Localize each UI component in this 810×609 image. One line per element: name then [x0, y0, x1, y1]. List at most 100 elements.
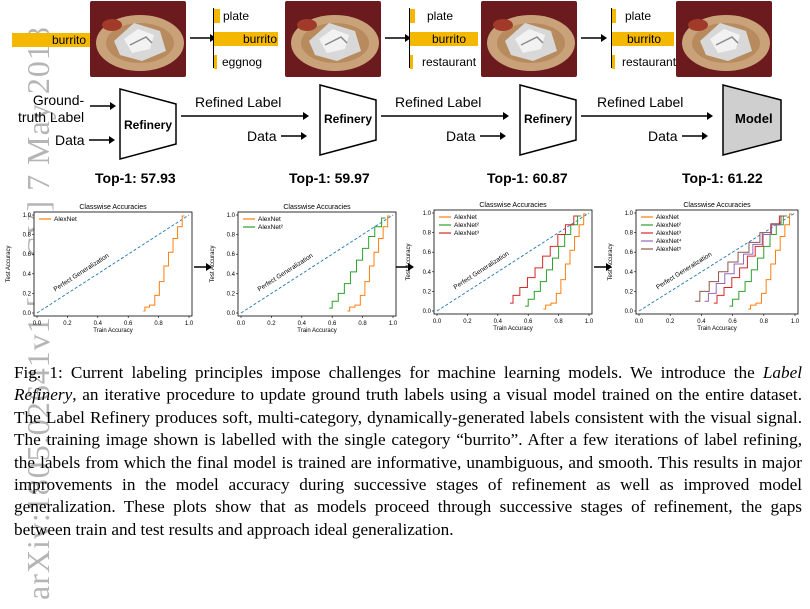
label-eggnog: eggnog — [222, 55, 263, 69]
y-tick-label: 0.4 — [423, 270, 432, 276]
series-line — [695, 215, 786, 302]
label-bar-burrito — [612, 32, 674, 46]
x-tick-label: 0.8 — [358, 321, 367, 327]
y-tick-label: 0.4 — [23, 272, 32, 278]
x-tick-label: 0.6 — [328, 321, 337, 327]
classwise-accuracy-chart: Classwise Accuracies 0.0 0.2 0.4 0.6 0.8 1.0 0.… — [210, 204, 398, 334]
data-label: Data — [446, 128, 476, 144]
chart-title: Classwise Accuracies — [79, 204, 147, 211]
arrow-right-icon — [682, 132, 708, 140]
burrito-photo — [285, 1, 381, 77]
label-bar-burrito — [214, 32, 278, 46]
x-tick-label: 0.0 — [635, 319, 644, 325]
y-tick-label: 0.4 — [227, 272, 236, 278]
label-bar-restaurant — [410, 55, 413, 69]
label-bar-burrito — [12, 33, 94, 47]
refined-label-text: Refined Label — [195, 94, 282, 110]
legend-entry: AlexNet⁴ — [656, 238, 682, 245]
y-axis-label: Test Accuracy — [6, 245, 12, 282]
y-tick-label: 1.0 — [423, 211, 432, 217]
label-bar-burrito — [410, 32, 478, 46]
top1-score: Top-1: 61.22 — [682, 170, 763, 186]
burrito-photo — [676, 1, 772, 77]
model-label: Model — [735, 111, 773, 126]
y-tick-label: 0.4 — [625, 270, 634, 276]
label-axis — [611, 8, 612, 68]
perfect-generalization-line — [436, 212, 590, 312]
x-tick-label: 0.0 — [237, 321, 246, 327]
ground-truth-label: Ground- truth Label — [18, 92, 85, 125]
y-tick-label: 0.0 — [23, 311, 32, 317]
legend-entry: AlexNet² — [454, 222, 480, 229]
x-tick-label: 0.2 — [63, 321, 72, 327]
data-label: Data — [247, 128, 277, 144]
arrow-right-icon — [181, 112, 309, 120]
y-tick-label: 0.8 — [423, 231, 432, 237]
x-tick-label: 0.2 — [666, 319, 675, 325]
arrow-right-icon — [194, 263, 212, 271]
label-plate: plate — [625, 9, 652, 23]
series-line — [329, 217, 386, 309]
y-tick-label: 0.6 — [227, 252, 236, 258]
label-axis — [213, 8, 214, 68]
refinery-label: Refinery — [124, 118, 173, 132]
series-line — [704, 215, 786, 302]
legend-entry: AlexNet — [656, 214, 679, 221]
series-line — [509, 215, 579, 304]
y-tick-label: 0.0 — [227, 311, 236, 317]
classwise-accuracy-chart: Classwise Accuracies 0.0 0.2 0.4 0.6 0.8 1.0 0.… — [608, 202, 800, 332]
caption-rest: , an iterative procedure to update groun… — [14, 385, 802, 539]
x-tick-label: 1.0 — [389, 321, 398, 327]
arrow-right-icon — [89, 136, 115, 144]
x-axis-label: Train Accuracy — [297, 328, 336, 334]
y-tick-label: 1.0 — [625, 211, 634, 217]
perfect-generalization-line — [240, 214, 394, 314]
series-line — [543, 213, 586, 310]
label-restaurant: restaurant — [422, 55, 477, 69]
label-bar-plate — [410, 9, 415, 23]
x-tick-label: 0.4 — [494, 319, 503, 325]
refined-label-text: Refined Label — [395, 94, 482, 110]
series-line — [525, 215, 582, 307]
x-tick-label: 0.6 — [524, 319, 533, 325]
y-tick-label: 1.0 — [227, 213, 236, 219]
data-label: Data — [55, 132, 85, 148]
label-plate: plate — [427, 9, 454, 23]
perfect-generalization-line — [638, 212, 796, 312]
caption-prefix: Fig. 1: Current labeling principles impo… — [14, 363, 763, 382]
x-tick-label: 0.6 — [728, 319, 737, 325]
burrito-photo — [481, 1, 577, 77]
legend-entry: AlexNet — [54, 216, 77, 223]
arrow-right-icon — [581, 112, 713, 120]
y-tick-label: 0.6 — [23, 252, 32, 258]
data-label: Data — [648, 128, 678, 144]
x-tick-label: 0.8 — [554, 319, 563, 325]
refinery-block — [119, 88, 177, 160]
model-block — [722, 84, 782, 156]
arrow-right-icon — [381, 112, 509, 120]
y-tick-label: 0.8 — [227, 233, 236, 239]
legend-entry: AlexNet — [258, 216, 281, 223]
classwise-accuracy-chart: Classwise Accuracies 0.0 0.2 0.4 0.6 0.8 1.0 0.… — [406, 202, 594, 332]
label-bar-eggnog — [214, 55, 217, 69]
x-tick-label: 0.0 — [33, 321, 42, 327]
top1-score: Top-1: 59.97 — [289, 170, 370, 186]
label-plate: plate — [223, 9, 250, 23]
x-axis-label: Train Accuracy — [697, 326, 736, 332]
x-tick-label: 1.0 — [585, 319, 594, 325]
x-tick-label: 0.8 — [154, 321, 163, 327]
top1-score: Top-1: 57.93 — [95, 170, 176, 186]
arrow-right-icon — [90, 102, 116, 110]
y-axis-label: Test Accuracy — [210, 245, 216, 282]
burrito-photo — [90, 1, 186, 77]
x-tick-label: 0.2 — [463, 319, 472, 325]
y-tick-label: 1.0 — [23, 213, 32, 219]
series-line — [143, 215, 185, 312]
figure-caption: Fig. 1: Current labeling principles impo… — [14, 362, 802, 541]
y-tick-label: 0.8 — [23, 233, 32, 239]
x-tick-label: 0.2 — [267, 321, 276, 327]
refinery-label: Refinery — [524, 112, 573, 126]
y-tick-label: 0.0 — [625, 309, 634, 315]
refinery-block — [319, 84, 377, 156]
label-burrito: burrito — [432, 32, 467, 46]
